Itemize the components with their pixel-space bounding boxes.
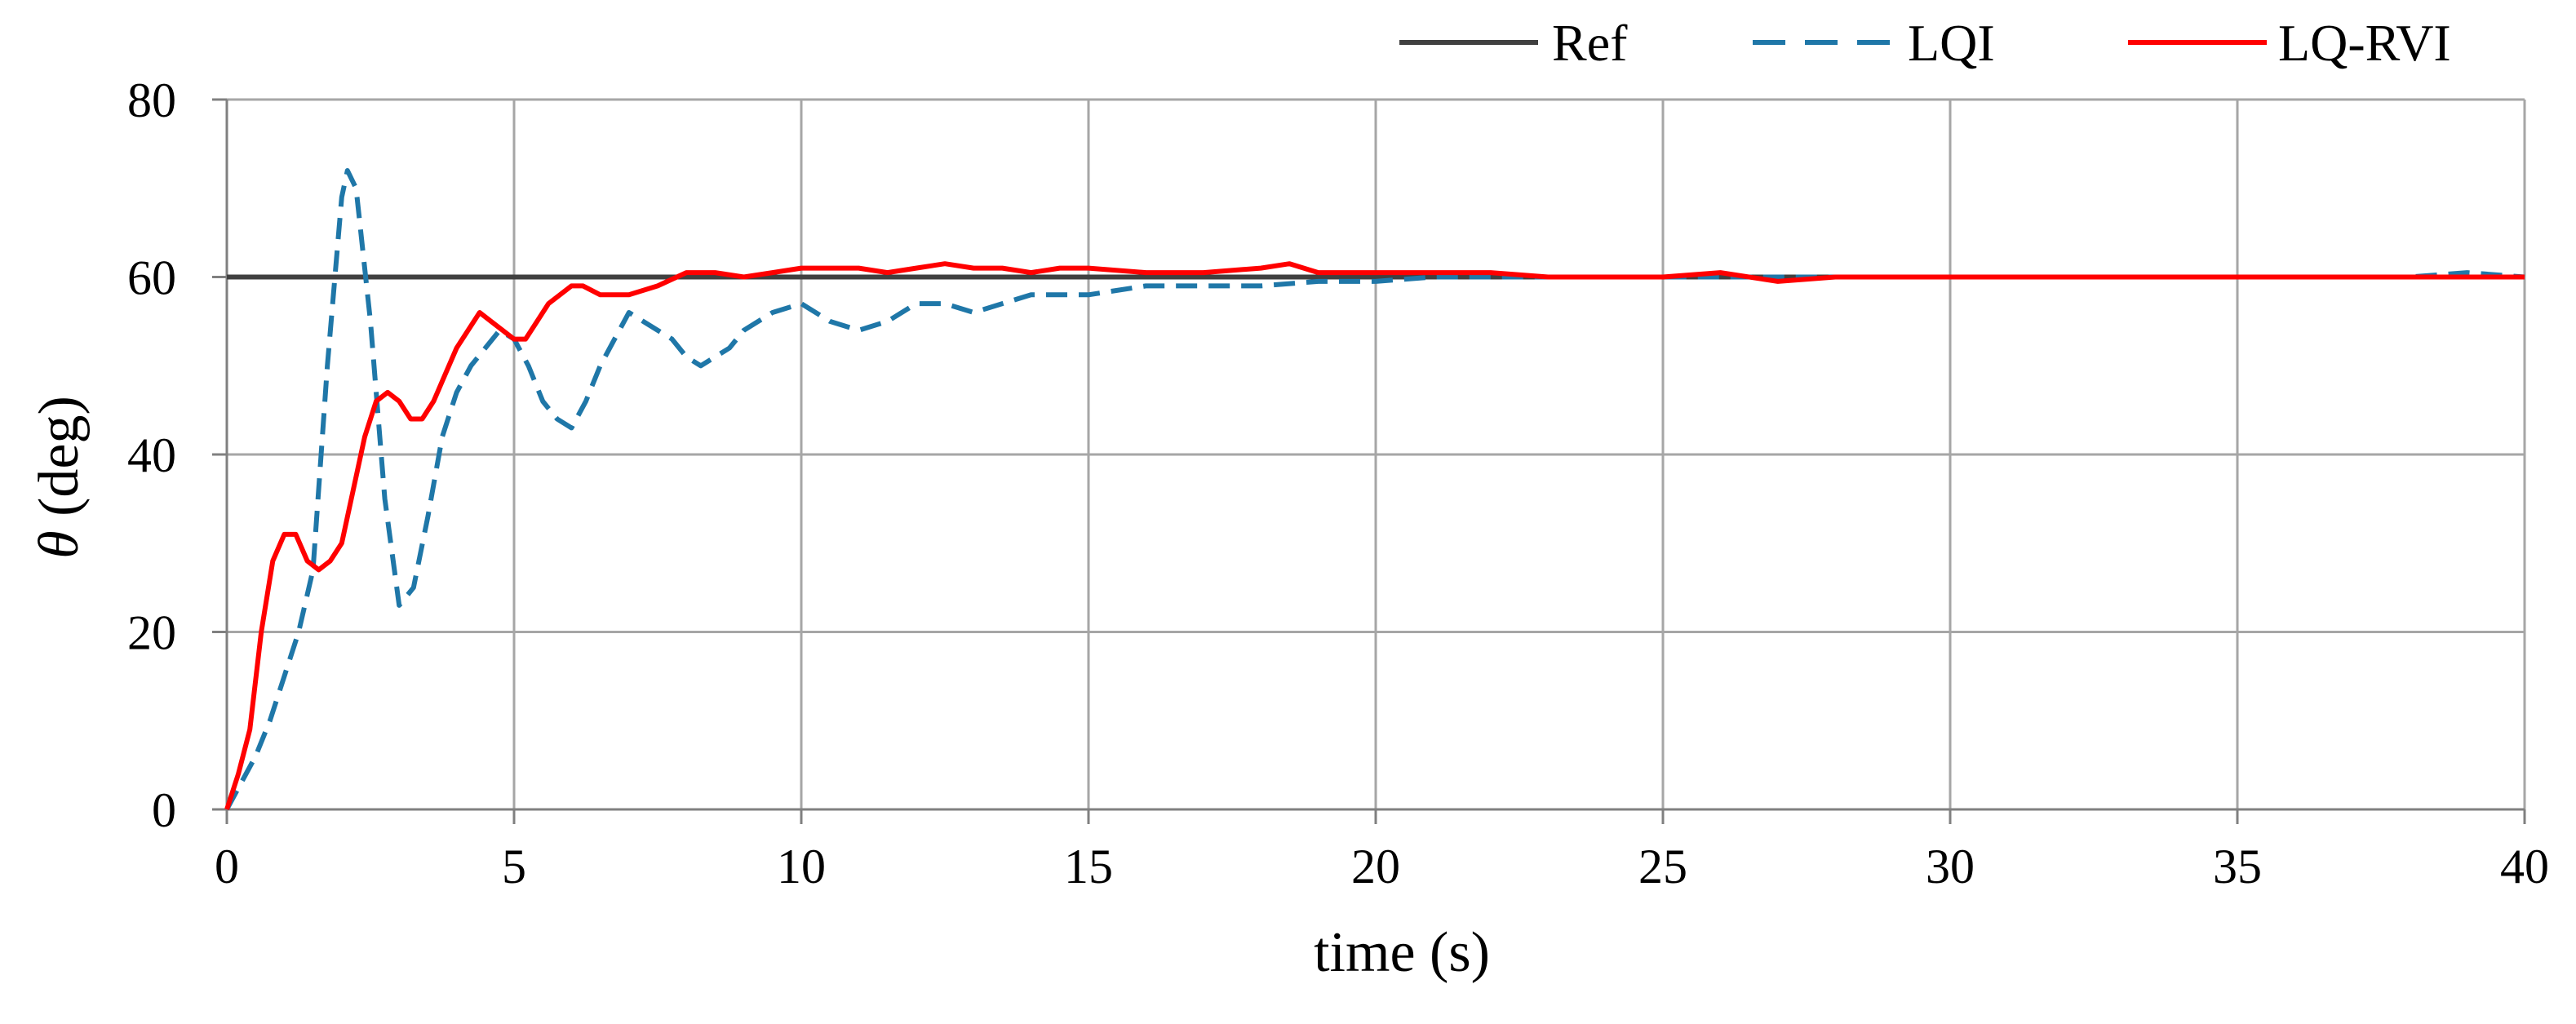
x-tick-label: 15 — [1064, 840, 1113, 893]
y-axis-unit: (deg) — [28, 396, 91, 530]
series-line-lq-rvi — [224, 261, 2525, 810]
data-series — [224, 168, 2525, 811]
y-tick-label: 20 — [127, 606, 176, 660]
x-tick-label: 30 — [1926, 840, 1975, 893]
y-axis-symbol: θ — [28, 530, 91, 558]
x-tick-label: 10 — [777, 840, 826, 893]
legend-label-ref: Ref — [1552, 14, 1628, 72]
legend: Ref LQI LQ-RVI — [1399, 14, 2451, 72]
legend-label-lqi: LQI — [1908, 14, 1995, 72]
x-tick-label: 35 — [2213, 840, 2262, 893]
tick-labels: 0 20 40 60 80 0 5 10 15 20 25 30 35 40 — [127, 73, 2549, 893]
x-tick-label: 5 — [502, 840, 526, 893]
y-tick-label: 60 — [127, 251, 176, 305]
y-axis-title: θ (deg) — [28, 396, 91, 559]
grid-lines — [227, 98, 2526, 809]
legend-label-lq-rvi: LQ-RVI — [2278, 14, 2451, 72]
axes — [212, 98, 2526, 824]
x-tick-label: 0 — [215, 840, 239, 893]
y-tick-label: 40 — [127, 428, 176, 482]
x-axis-title: time (s) — [1314, 921, 1490, 984]
y-tick-label: 0 — [152, 783, 176, 837]
x-tick-label: 20 — [1351, 840, 1400, 893]
y-tick-label: 80 — [127, 73, 176, 127]
x-tick-label: 40 — [2500, 840, 2549, 893]
x-tick-label: 25 — [1638, 840, 1687, 893]
